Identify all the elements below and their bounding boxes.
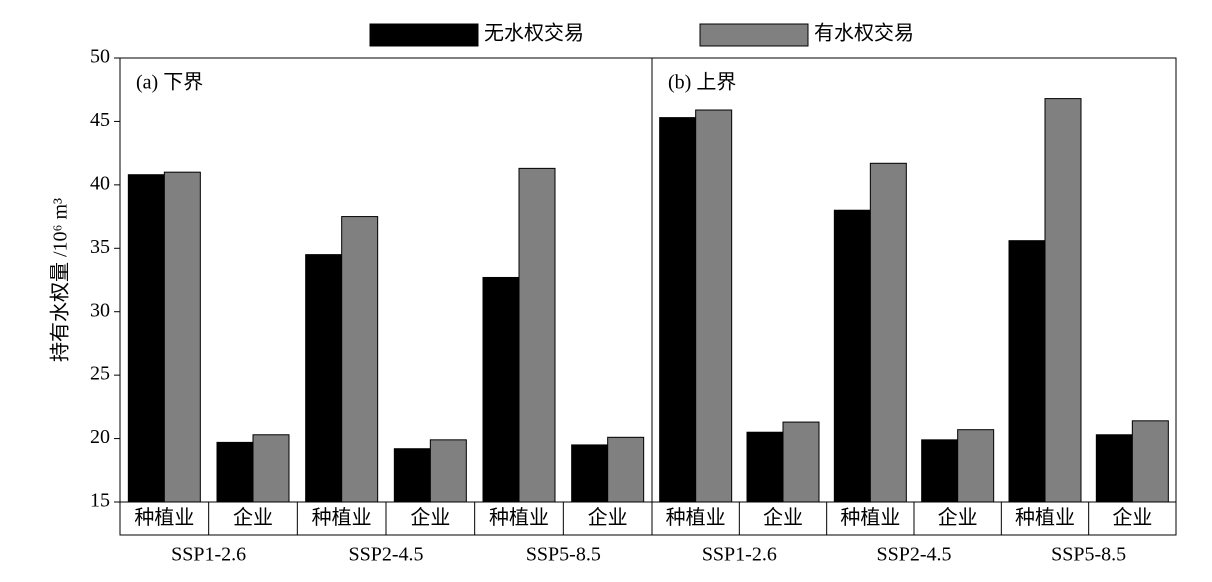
x-tick-label: 种植业 bbox=[489, 506, 549, 529]
bar bbox=[571, 444, 609, 503]
group-label: SSP1-2.6 bbox=[171, 544, 246, 566]
bar bbox=[518, 167, 556, 503]
bar bbox=[341, 216, 379, 503]
x-tick-label: 企业 bbox=[410, 506, 450, 529]
x-tick-label: 种植业 bbox=[312, 506, 372, 529]
bar bbox=[1008, 240, 1046, 503]
y-tick-label: 50 bbox=[90, 46, 110, 68]
bar bbox=[869, 162, 907, 503]
bar bbox=[393, 448, 431, 503]
x-tick-label: 企业 bbox=[763, 506, 803, 529]
y-tick-label: 40 bbox=[90, 172, 110, 194]
y-tick-label: 20 bbox=[90, 426, 110, 448]
x-tick-label: 企业 bbox=[938, 506, 978, 529]
panel-title: (b) 上界 bbox=[668, 71, 736, 94]
legend-swatch bbox=[699, 23, 809, 47]
bar bbox=[782, 421, 820, 503]
x-tick-label: 企业 bbox=[588, 506, 628, 529]
bar bbox=[1131, 420, 1169, 503]
bar bbox=[746, 431, 784, 503]
bar bbox=[163, 171, 201, 503]
bar bbox=[482, 276, 520, 503]
bar bbox=[957, 429, 995, 503]
bar bbox=[127, 174, 165, 503]
y-tick-label: 30 bbox=[90, 299, 110, 321]
bar bbox=[429, 439, 467, 503]
bar bbox=[252, 434, 290, 503]
bar bbox=[659, 117, 697, 503]
group-label: SSP5-8.5 bbox=[526, 544, 601, 566]
legend-label: 无水权交易 bbox=[484, 22, 584, 45]
x-tick-label: 种植业 bbox=[840, 506, 900, 529]
x-tick-label: 企业 bbox=[233, 506, 273, 529]
panel-title: (a) 下界 bbox=[136, 72, 203, 94]
x-tick-label: 种植业 bbox=[1015, 506, 1075, 529]
y-tick-label: 25 bbox=[90, 363, 110, 385]
bar bbox=[305, 254, 343, 503]
bar bbox=[833, 209, 871, 503]
legend-label: 有水权交易 bbox=[814, 22, 914, 45]
x-tick-label: 种植业 bbox=[134, 506, 194, 529]
group-label: SSP2-4.5 bbox=[876, 544, 951, 566]
y-tick-label: 35 bbox=[90, 236, 110, 258]
bar bbox=[1095, 434, 1133, 503]
y-tick-label: 45 bbox=[90, 109, 110, 131]
bar bbox=[1044, 98, 1082, 503]
group-label: SSP5-8.5 bbox=[1051, 544, 1126, 566]
bar bbox=[921, 439, 959, 503]
bar bbox=[216, 441, 254, 503]
legend-swatch bbox=[369, 23, 479, 47]
group-label: SSP1-2.6 bbox=[702, 544, 777, 566]
group-label: SSP2-4.5 bbox=[348, 544, 423, 566]
bar bbox=[695, 109, 733, 503]
category-box bbox=[651, 501, 1177, 536]
x-tick-label: 企业 bbox=[1112, 506, 1152, 529]
x-tick-label: 种植业 bbox=[666, 506, 726, 529]
y-tick-label: 15 bbox=[90, 490, 110, 512]
bar bbox=[607, 436, 645, 503]
y-axis-label: 持有水权量 /10⁶ m³ bbox=[49, 198, 72, 362]
